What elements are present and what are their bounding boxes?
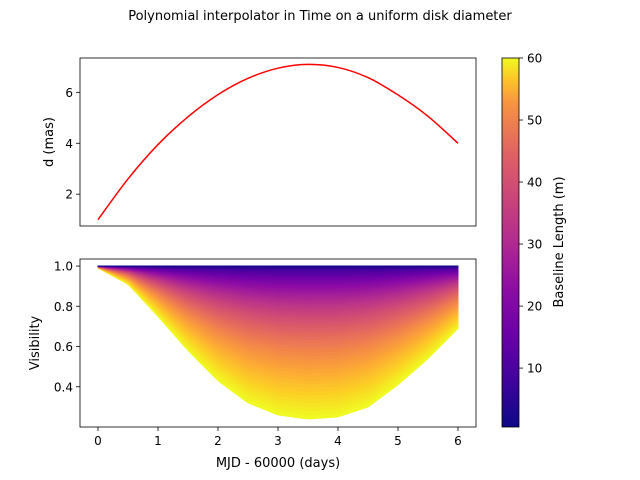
visibility-ytick-label: 1.0 <box>54 260 73 274</box>
visibility-xtick-label: 0 <box>94 434 102 448</box>
colorbar-gradient <box>502 58 519 427</box>
colorbar-tick-label: 20 <box>527 300 542 314</box>
visibility-xtick-label: 4 <box>334 434 342 448</box>
visibility-xtick-label: 2 <box>214 434 222 448</box>
diameter-ylabel: d (mas) <box>42 117 57 167</box>
visibility-ylabel: Visibility <box>28 315 43 370</box>
diameter-axes-frame <box>79 57 477 227</box>
visibility-xtick-label: 1 <box>154 434 162 448</box>
colorbar-tick-label: 10 <box>527 362 542 376</box>
diameter-ytick-label: 4 <box>65 137 73 151</box>
diameter-axes: 2 4 6 d (mas) <box>42 57 477 227</box>
visibility-ytick-label: 0.8 <box>54 300 73 314</box>
diameter-line <box>97 63 459 221</box>
visibility-axes-frame <box>79 258 477 428</box>
colorbar-tick-label: 30 <box>527 238 542 252</box>
visibility-xtick-label: 3 <box>274 434 282 448</box>
visibility-ytick-label: 0.6 <box>54 340 73 354</box>
visibility-xtick-label: 5 <box>394 434 402 448</box>
diameter-ytick-label: 6 <box>65 86 73 100</box>
diameter-ytick-label: 2 <box>65 188 73 202</box>
figure-title: Polynomial interpolator in Time on a uni… <box>128 9 512 24</box>
colorbar-tick-label: 60 <box>527 52 542 66</box>
visibility-xlabel: MJD - 60000 (days) <box>216 456 340 471</box>
visibility-ytick-label: 0.4 <box>54 380 73 394</box>
visibility-xtick-label: 6 <box>454 434 462 448</box>
colorbar: 10 20 30 40 50 60 Baseline Length (m) <box>501 52 567 428</box>
colorbar-tick-label: 50 <box>527 114 542 128</box>
colorbar-frame <box>501 57 520 428</box>
visibility-axes: 0.4 0.6 0.8 1.0 0 1 2 3 4 5 6 Visibility MJD - 60… <box>28 258 477 471</box>
visibility-curves <box>97 265 459 420</box>
colorbar-tick-label: 40 <box>527 176 542 190</box>
colorbar-label: Baseline Length (m) <box>552 176 567 307</box>
